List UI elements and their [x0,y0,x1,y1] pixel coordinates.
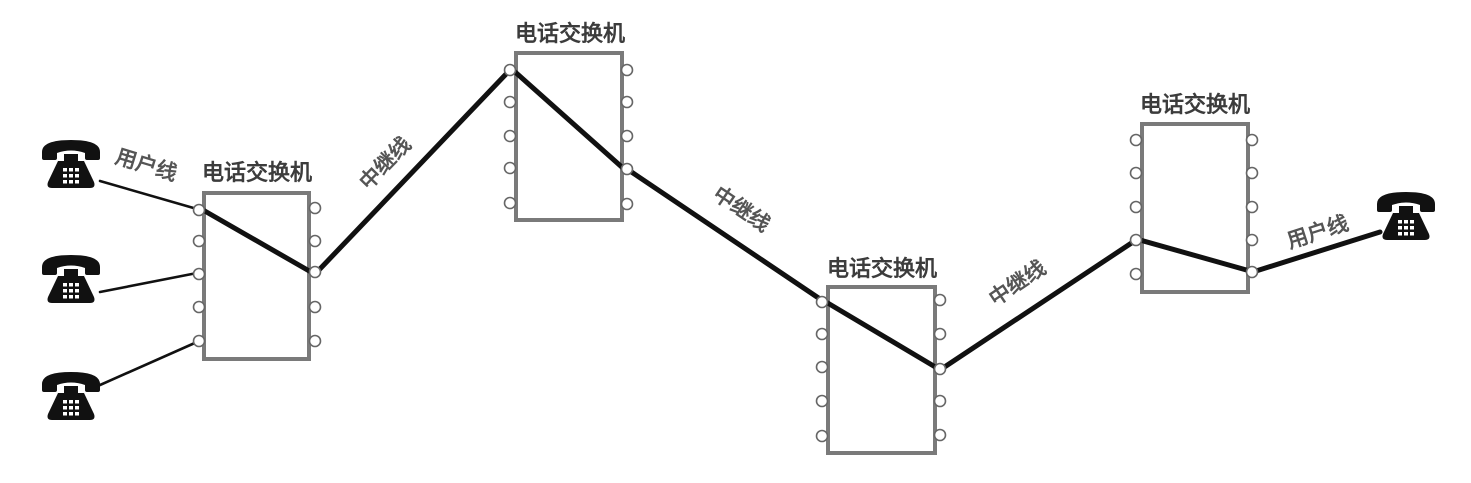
port-circle [620,63,634,77]
switch-internal-connection [511,68,627,172]
trunk-line [315,69,511,274]
user-line-label: 用户线 [1284,211,1351,253]
port-circle [815,429,829,443]
port-circle [192,267,206,281]
telephone-icon [42,372,100,420]
trunk-line [627,168,823,302]
port-circle [308,265,322,279]
port-circle [620,95,634,109]
port-circle [192,234,206,248]
telephone-icon [42,140,100,188]
switch-3: 电话交换机 [826,256,937,455]
user-line-label: 用户线 [113,144,180,185]
port-circle [815,394,829,408]
switch-box [514,51,624,222]
port-circle [1245,133,1259,147]
user-line [1253,229,1383,274]
switch-internal-connection [823,299,940,371]
port-circle [1129,133,1143,147]
switch-1-ports [192,201,322,348]
telephone-icon [42,255,100,303]
port-circle [192,300,206,314]
user-line [98,179,199,211]
switch-2: 电话交换机 [514,21,625,222]
port-circle [1245,265,1259,279]
port-circle [1129,233,1143,247]
port-circle [308,334,322,348]
trunk-line [940,239,1136,371]
port-circle [933,327,947,341]
switch-4: 电话交换机 [1140,92,1250,294]
user-line [98,271,199,294]
port-circle [1245,200,1259,214]
switch-title: 电话交换机 [202,160,312,186]
switch-internal-connection [200,207,314,275]
port-circle [815,327,829,341]
port-circle [620,197,634,211]
port-circle [933,293,947,307]
port-circle [192,334,206,348]
port-circle [933,428,947,442]
user-line [98,340,199,387]
port-circle [933,394,947,408]
port-circle [1245,166,1259,180]
port-circle [503,63,517,77]
port-circle [933,362,947,376]
port-circle [503,129,517,143]
switch-internal-connection [1137,237,1253,274]
switch-3-ports [815,293,947,443]
port-circle [1129,200,1143,214]
switch-2-ports [503,63,634,211]
switch-title: 电话交换机 [515,21,625,47]
port-circle [815,295,829,309]
port-circle [308,201,322,215]
switch-title: 电话交换机 [827,256,937,282]
switch-1: 电话交换机 [202,160,312,361]
port-circle [620,129,634,143]
switch-4-ports [1129,133,1259,281]
switch-title: 电话交换机 [1140,92,1250,118]
port-circle [503,196,517,210]
port-circle [308,300,322,314]
port-circle [503,161,517,175]
telephone-icon [1377,192,1435,240]
port-circle [308,234,322,248]
port-circle [503,95,517,109]
port-circle [1129,267,1143,281]
port-circle [1129,166,1143,180]
port-circle [620,162,634,176]
port-circle [192,203,206,217]
trunk-line-label: 中继线 [355,132,416,194]
port-circle [1245,233,1259,247]
port-circle [815,360,829,374]
